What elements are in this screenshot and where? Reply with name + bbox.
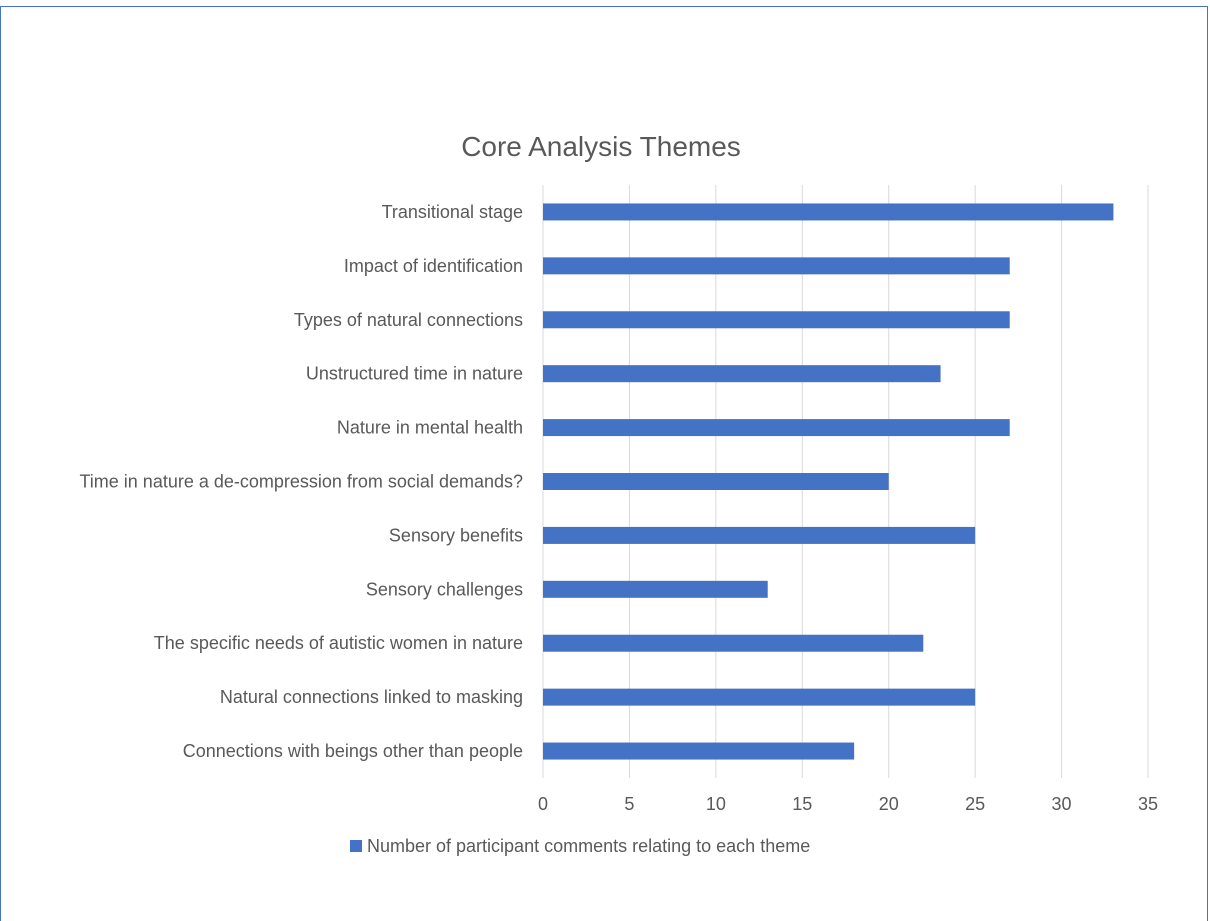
bar — [543, 742, 855, 760]
bar — [543, 526, 976, 544]
category-label: Impact of identification — [344, 256, 523, 276]
bar — [543, 473, 889, 490]
chart-title: Core Analysis Themes — [461, 131, 741, 162]
category-labels: Transitional stage Impact of identificati… — [79, 202, 523, 761]
x-tick-label: 30 — [1052, 794, 1072, 814]
bar — [543, 419, 1010, 437]
legend-label: Number of participant comments relating … — [367, 836, 810, 856]
x-tick-label: 5 — [624, 794, 634, 814]
bar — [543, 580, 768, 598]
category-label: Time in nature a de-compression from soc… — [79, 472, 523, 492]
legend-swatch — [350, 840, 362, 852]
bars — [543, 203, 1114, 760]
bar — [543, 311, 1010, 329]
bar — [543, 203, 1114, 221]
x-tick-label: 15 — [792, 794, 812, 814]
category-label: Nature in mental health — [337, 418, 523, 438]
bar — [543, 634, 924, 652]
x-tick-label: 10 — [706, 794, 726, 814]
category-label: Unstructured time in nature — [306, 364, 523, 384]
category-label: Natural connections linked to masking — [220, 687, 523, 707]
category-label: Sensory benefits — [389, 525, 523, 545]
category-label: Sensory challenges — [366, 579, 523, 599]
bar — [543, 257, 1010, 275]
bar — [543, 688, 976, 706]
legend: Number of participant comments relating … — [350, 836, 810, 856]
category-label: The specific needs of autistic women in … — [154, 633, 523, 653]
x-tick-label: 25 — [965, 794, 985, 814]
x-tick-labels: 0 5 10 15 20 25 30 35 — [538, 794, 1158, 814]
chart-frame — [0, 6, 1208, 921]
category-label: Types of natural connections — [294, 310, 523, 330]
category-label: Connections with beings other than peopl… — [183, 741, 523, 761]
bar — [543, 365, 941, 383]
x-tick-label: 35 — [1138, 794, 1158, 814]
x-tick-label: 20 — [879, 794, 899, 814]
category-label: Transitional stage — [382, 202, 523, 222]
x-tick-label: 0 — [538, 794, 548, 814]
